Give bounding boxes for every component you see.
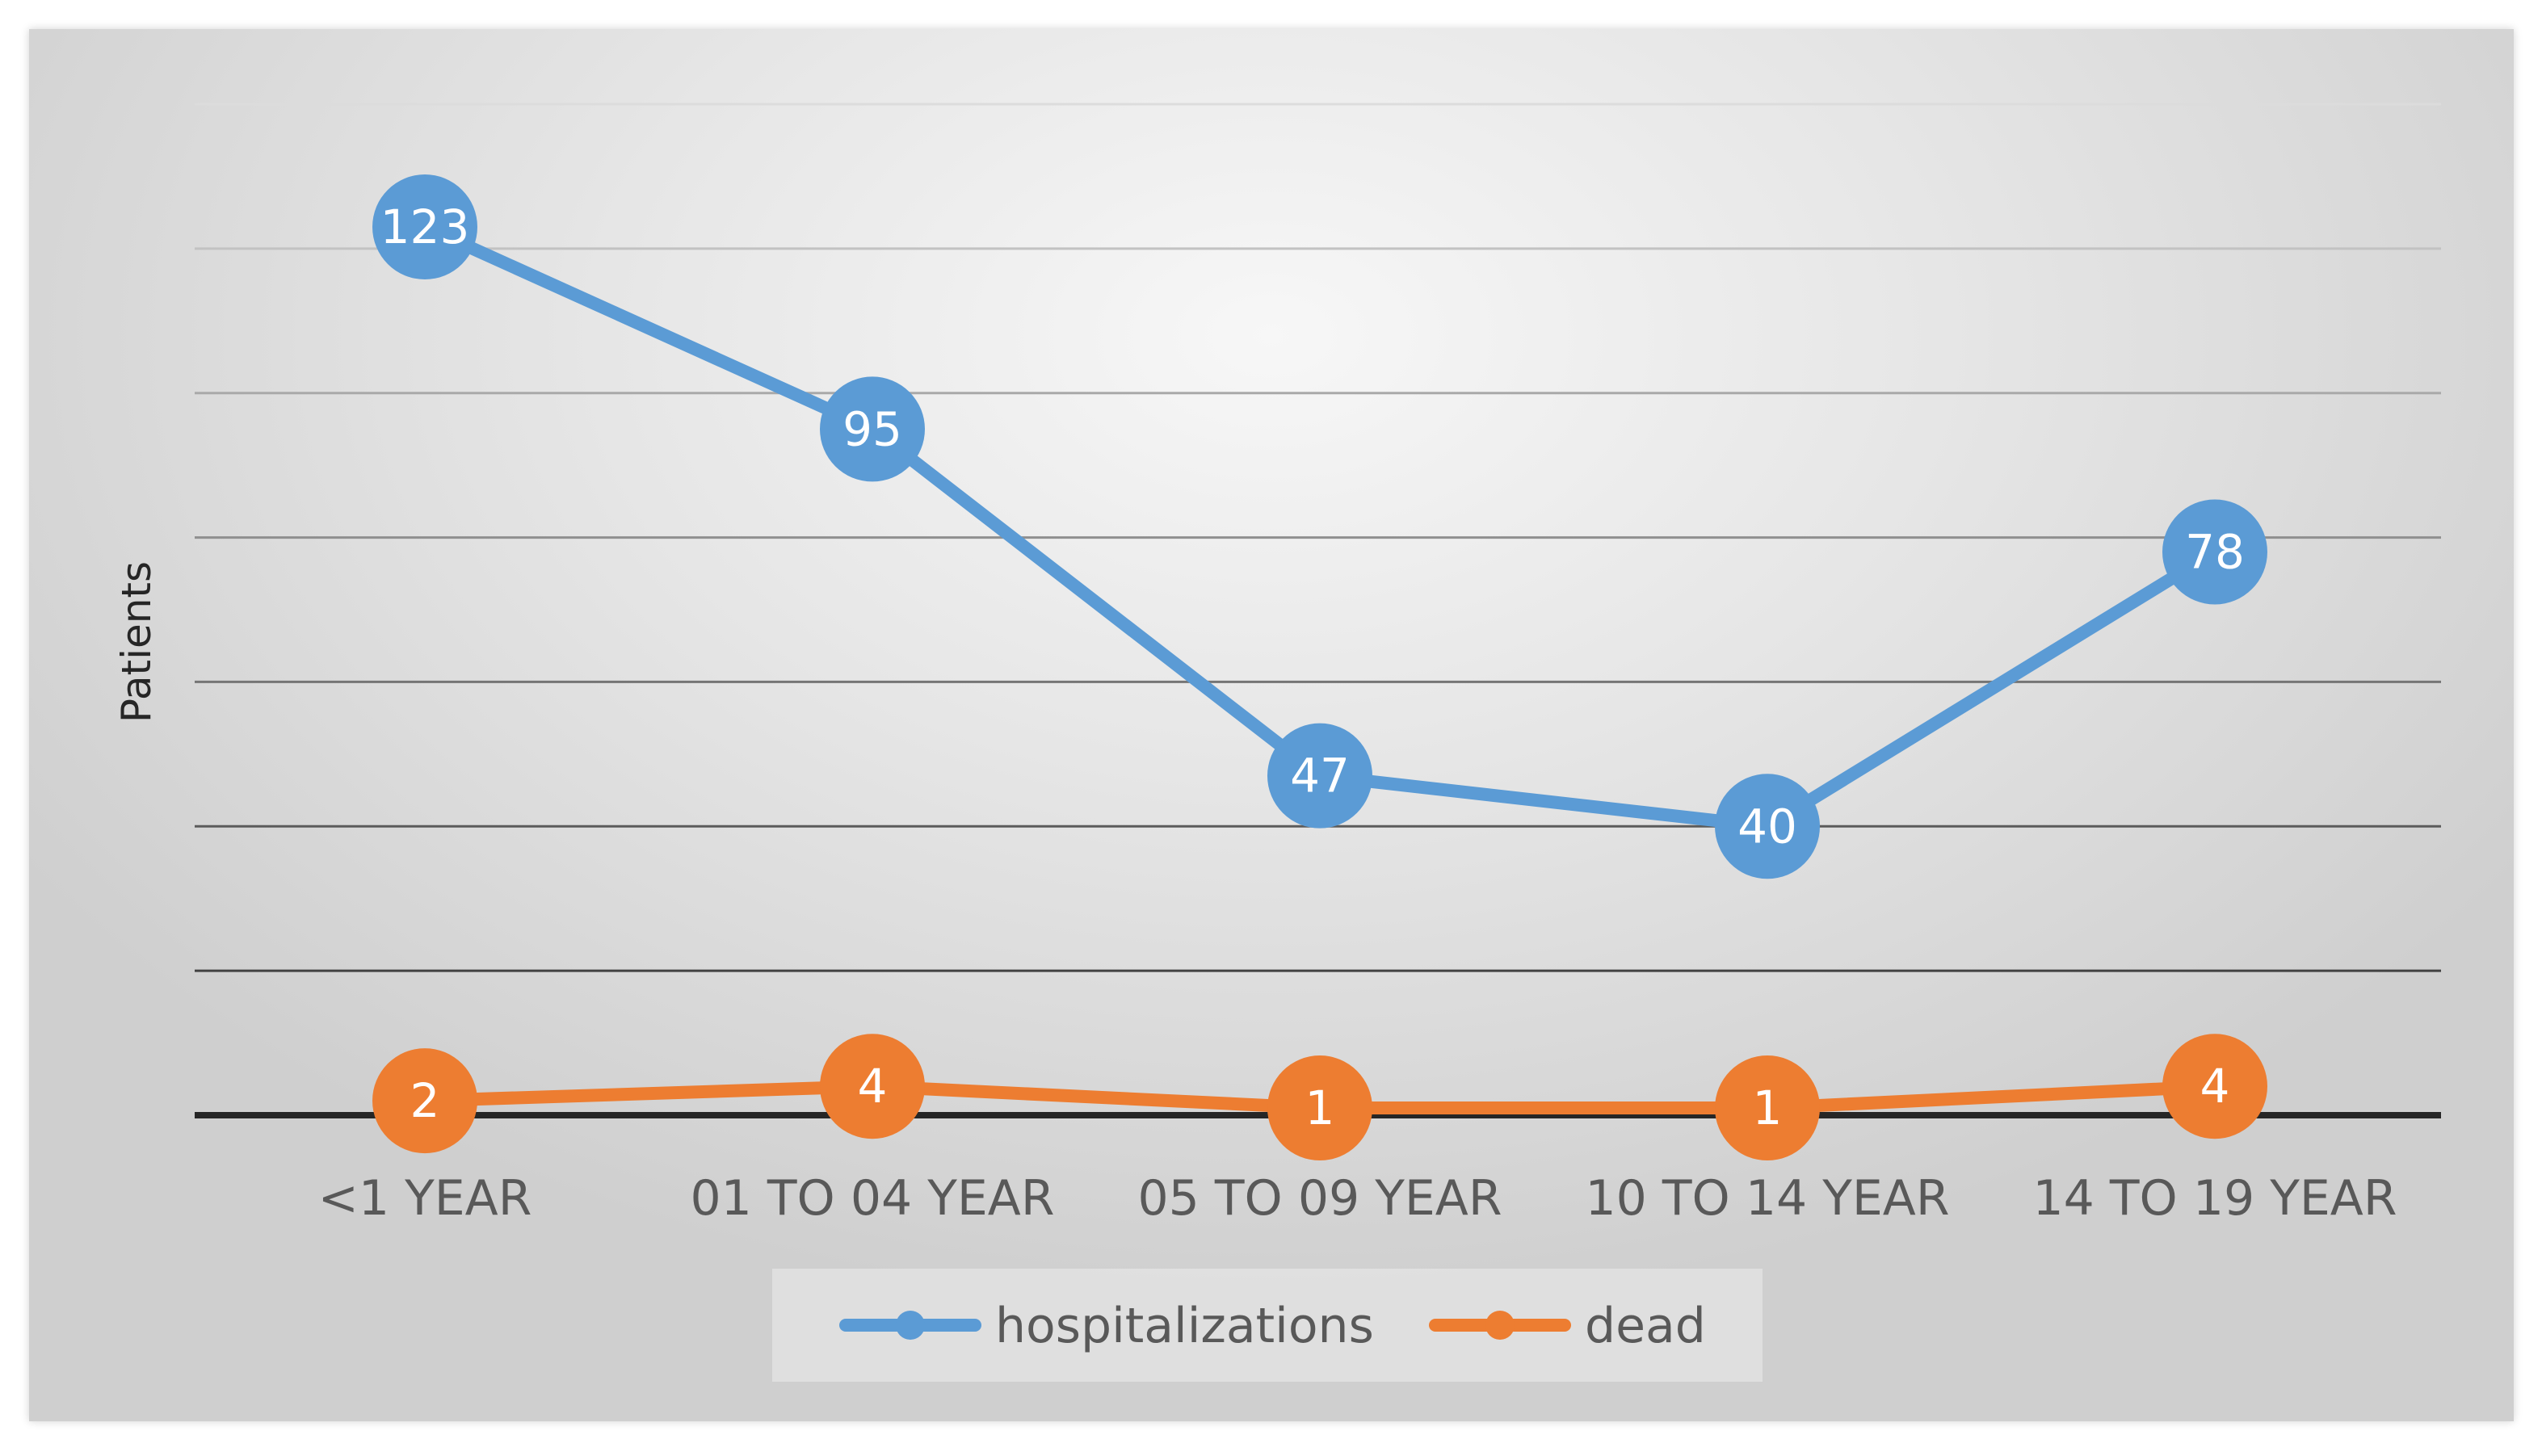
data-label-hospitalizations: 123 <box>380 199 470 254</box>
data-label-hospitalizations: 95 <box>842 401 902 456</box>
data-point-dead <box>2162 1034 2267 1139</box>
data-point-dead <box>372 1048 477 1154</box>
x-tick-label: 01 TO 04 YEAR <box>690 1170 1054 1227</box>
series-hospitalizations: 123 95 47 40 78 <box>372 174 2267 879</box>
chart-area: Patients 123 95 47 40 78 2 4 1 1 4 <1 YEAR 01 TO 0… <box>29 29 2514 1421</box>
data-label-hospitalizations: 47 <box>1290 749 1350 804</box>
data-label-dead: 2 <box>410 1073 440 1128</box>
x-tick-label: 14 TO 19 YEAR <box>2032 1170 2397 1227</box>
data-label-dead: 1 <box>1753 1080 1783 1135</box>
data-label-dead: 4 <box>2200 1059 2230 1114</box>
data-label-hospitalizations: 78 <box>2185 524 2245 579</box>
x-tick-label: 05 TO 09 YEAR <box>1137 1170 1502 1227</box>
series-dead: 2 4 1 1 4 <box>372 1034 2267 1161</box>
line-chart: Patients 123 95 47 40 78 2 4 1 1 4 <1 YEAR 01 TO 0… <box>113 103 2441 1382</box>
data-label-dead: 1 <box>1305 1080 1335 1135</box>
y-axis-title: Patients <box>113 561 160 723</box>
legend-label: hospitalizations <box>995 1298 1374 1354</box>
data-point-dead <box>820 1034 925 1139</box>
data-point-hospitalizations <box>2162 499 2267 605</box>
data-point-hospitalizations <box>1715 774 1820 879</box>
data-point-hospitalizations <box>372 174 477 280</box>
data-label-dead: 4 <box>858 1059 888 1114</box>
x-tick-label: 10 TO 14 YEAR <box>1585 1170 1949 1227</box>
data-point-hospitalizations <box>1267 723 1372 829</box>
gridlines <box>195 103 2441 972</box>
data-point-hospitalizations <box>820 376 925 482</box>
x-tick-label: <1 YEAR <box>318 1170 532 1227</box>
legend: hospitalizations dead <box>772 1269 1763 1382</box>
legend-label: dead <box>1585 1298 1706 1354</box>
data-point-dead <box>1267 1055 1372 1161</box>
series-group: 123 95 47 40 78 2 4 1 1 4 <box>372 174 2267 1161</box>
legend-item-hospitalizations: hospitalizations <box>839 1298 1374 1354</box>
x-axis-tick-labels: <1 YEAR 01 TO 04 YEAR 05 TO 09 YEAR 10 TO 1… <box>318 1170 2397 1227</box>
legend-swatch-marker <box>896 1311 925 1340</box>
data-label-hospitalizations: 40 <box>1737 799 1797 854</box>
legend-item-dead: dead <box>1429 1298 1706 1354</box>
data-point-dead <box>1715 1055 1820 1161</box>
legend-swatch-marker <box>1485 1311 1515 1340</box>
